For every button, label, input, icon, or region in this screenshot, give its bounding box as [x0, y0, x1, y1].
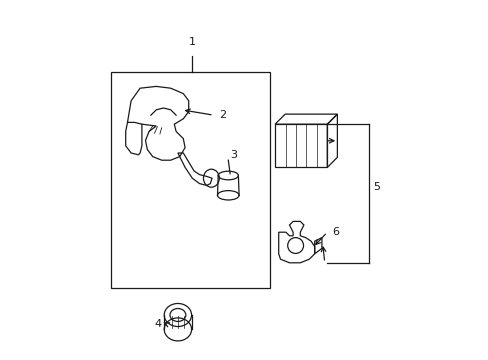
Text: 1: 1 [188, 37, 195, 47]
Text: 6: 6 [332, 227, 339, 237]
Text: 4: 4 [154, 319, 162, 329]
Bar [275, 124, 326, 167]
Text: 2: 2 [219, 110, 226, 120]
Text: 3: 3 [230, 150, 237, 160]
Bar [111, 72, 269, 288]
Text: 5: 5 [372, 182, 379, 192]
